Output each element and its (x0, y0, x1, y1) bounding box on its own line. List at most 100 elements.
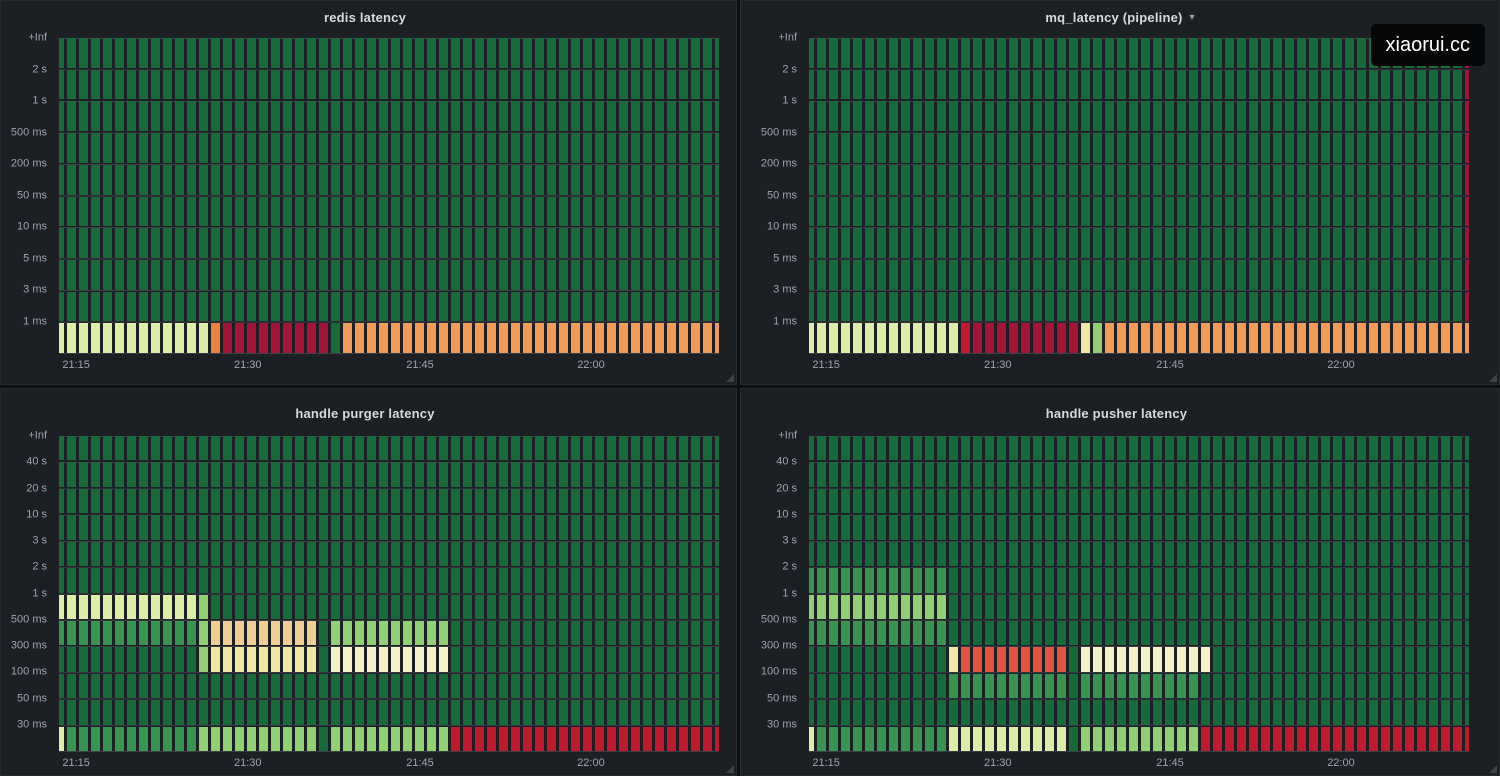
heatmap-cell (1177, 323, 1186, 354)
heatmap-cell (451, 647, 460, 672)
heatmap-cell (1213, 541, 1222, 567)
heatmap-cell (1129, 541, 1138, 567)
heatmap-cell (199, 568, 208, 593)
heatmap-cell (463, 647, 472, 672)
heatmap-cell (187, 594, 196, 619)
heatmap-cell (283, 164, 292, 195)
heatmap-cell (631, 462, 640, 487)
heatmap-cell (1345, 726, 1354, 752)
heatmap-cell (1141, 436, 1150, 461)
heatmap-cell (913, 164, 922, 195)
heatmap-cell (667, 515, 676, 540)
heatmap-cell (985, 164, 994, 195)
heatmap-cell (961, 647, 970, 672)
heatmap-cell (103, 291, 112, 322)
heatmap-cell (163, 462, 172, 487)
heatmap-cell (877, 259, 886, 290)
heatmap-cell (1297, 164, 1306, 195)
heatmap-plot[interactable] (809, 436, 1469, 752)
heatmap-cell (115, 38, 124, 68)
heatmap-cell (619, 323, 628, 354)
heatmap-cell (1429, 673, 1438, 699)
y-axis-label: 1 s (32, 94, 47, 107)
heatmap-cell (937, 38, 946, 68)
heatmap-cell (595, 164, 604, 195)
y-axis-label: 300 ms (760, 639, 797, 652)
heatmap-cell (583, 700, 592, 725)
heatmap-cell (271, 462, 280, 487)
heatmap-cell (187, 647, 196, 672)
y-axis-label: 50 ms (767, 691, 797, 704)
heatmap-cell (103, 228, 112, 258)
heatmap-cell (1441, 196, 1450, 227)
heatmap-cell (715, 259, 719, 290)
heatmap-cell (415, 541, 424, 567)
heatmap-cell (853, 620, 862, 646)
heatmap-cell (175, 620, 184, 646)
heatmap-cell (1453, 436, 1462, 461)
heatmap-cell (535, 462, 544, 487)
heatmap-cell (319, 291, 328, 322)
heatmap-cell (607, 291, 616, 322)
heatmap-cell (379, 700, 388, 725)
heatmap-cell (427, 488, 436, 514)
panel-resize-handle[interactable] (1489, 374, 1497, 382)
heatmap-cell (817, 259, 826, 290)
heatmap-cell (925, 462, 934, 487)
heatmap-cell (391, 673, 400, 699)
heatmap-cell (427, 133, 436, 163)
heatmap-cell (1081, 164, 1090, 195)
heatmap-cell (1237, 515, 1246, 540)
panel-header[interactable]: handle pusher latency (741, 399, 1499, 427)
panel-resize-handle[interactable] (1489, 765, 1497, 773)
panel-resize-handle[interactable] (726, 765, 734, 773)
heatmap-cell (59, 726, 64, 752)
heatmap-plot[interactable] (59, 38, 719, 354)
heatmap-cell (1249, 291, 1258, 322)
heatmap-cell (1285, 38, 1294, 68)
heatmap-cell (631, 568, 640, 593)
heatmap-cell (715, 462, 719, 487)
heatmap-cell (175, 568, 184, 593)
heatmap-cell (259, 568, 268, 593)
panel-header[interactable]: redis latency (1, 3, 736, 31)
heatmap-cell (91, 594, 100, 619)
heatmap-cell (1357, 594, 1366, 619)
heatmap-cell (259, 436, 268, 461)
heatmap-cell (307, 228, 316, 258)
panel-header[interactable]: mq_latency (pipeline) ▾ (741, 3, 1499, 31)
heatmap-cell (451, 726, 460, 752)
heatmap-cell (115, 133, 124, 163)
heatmap-cell (1417, 515, 1426, 540)
heatmap-cell (1153, 673, 1162, 699)
heatmap-cell (913, 133, 922, 163)
heatmap-cell (643, 69, 652, 100)
heatmap-cell (319, 196, 328, 227)
heatmap-cell (571, 436, 580, 461)
heatmap-cell (1153, 594, 1162, 619)
heatmap-cell (59, 647, 64, 672)
heatmap-cell (1441, 726, 1450, 752)
heatmap-cell (1081, 323, 1090, 354)
heatmap-cell (1153, 700, 1162, 725)
heatmap-cell (1105, 38, 1114, 68)
heatmap-cell (571, 726, 580, 752)
panel-header[interactable]: handle purger latency (1, 399, 736, 427)
heatmap-cell (259, 101, 268, 132)
heatmap-plot[interactable] (59, 436, 719, 752)
heatmap-cell (1081, 133, 1090, 163)
heatmap-plot[interactable] (809, 38, 1469, 354)
heatmap-cell (1057, 673, 1066, 699)
panel-resize-handle[interactable] (726, 374, 734, 382)
heatmap-cell (1141, 594, 1150, 619)
y-axis-label: 2 s (32, 560, 47, 573)
heatmap-cell (427, 515, 436, 540)
heatmap-cell (307, 259, 316, 290)
heatmap-cell (259, 69, 268, 100)
y-axis-label: 10 ms (17, 220, 47, 233)
heatmap-cell (889, 726, 898, 752)
heatmap-cell (547, 673, 556, 699)
heatmap-cell (1429, 620, 1438, 646)
heatmap-cell (583, 488, 592, 514)
heatmap-cell (829, 726, 838, 752)
